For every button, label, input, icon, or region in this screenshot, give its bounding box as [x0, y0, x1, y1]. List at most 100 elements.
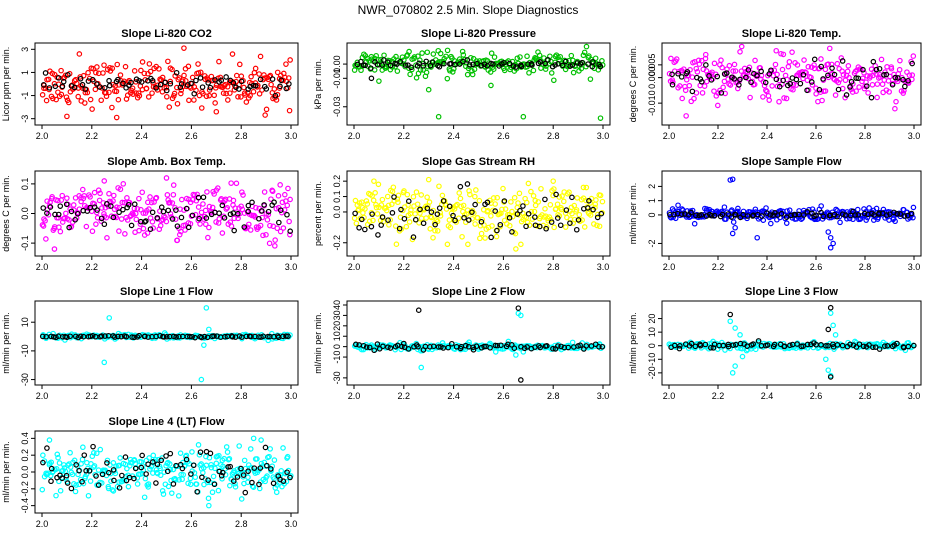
data-point: [474, 215, 481, 221]
data-point: [404, 191, 411, 198]
data-point: [265, 208, 272, 215]
data-point: [518, 63, 525, 70]
points-group: [666, 176, 917, 251]
y-tick-label: -20: [647, 366, 657, 379]
data-point: [162, 79, 169, 86]
points-group: [39, 305, 293, 383]
data-point: [449, 55, 455, 61]
data-point: [134, 206, 141, 212]
data-point: [168, 490, 175, 496]
data-point: [878, 56, 885, 63]
data-point: [45, 76, 52, 83]
data-point: [188, 80, 194, 87]
data-point: [363, 344, 370, 350]
data-point: [264, 473, 270, 479]
data-point: [63, 201, 70, 208]
data-point: [476, 197, 483, 204]
data-point: [406, 48, 412, 55]
y-axis-label: ml/min per min.: [1, 312, 11, 374]
data-point: [452, 217, 458, 224]
data-point: [554, 215, 561, 221]
data-point: [382, 65, 389, 71]
data-point: [170, 191, 177, 198]
data-point: [222, 333, 228, 340]
data-point: [668, 55, 674, 62]
data-point: [832, 332, 839, 338]
data-point: [826, 45, 833, 52]
data-point: [447, 224, 454, 231]
y-axis-label: Licor ppm per min.: [1, 47, 11, 122]
data-point: [119, 472, 125, 479]
data-point: [125, 201, 132, 208]
data-point: [876, 65, 883, 72]
data-point: [136, 195, 142, 202]
data-point: [223, 444, 230, 450]
data-point: [847, 84, 853, 90]
data-point: [579, 217, 586, 223]
data-point: [773, 47, 780, 54]
data-point: [116, 228, 122, 234]
data-point: [226, 482, 233, 489]
data-point: [178, 90, 184, 97]
data-point: [428, 214, 435, 221]
data-point: [83, 467, 89, 474]
data-point: [440, 198, 447, 204]
data-point: [172, 477, 179, 483]
data-point: [250, 88, 257, 95]
data-point: [860, 66, 866, 73]
data-point: [236, 86, 242, 92]
data-point: [783, 214, 790, 220]
data-point: [280, 445, 286, 451]
data-point: [849, 89, 856, 95]
y-tick-label: 10: [332, 331, 342, 341]
y-tick-label: -0.2: [332, 235, 342, 251]
data-point: [153, 194, 160, 201]
data-point: [425, 86, 432, 93]
data-point: [132, 465, 139, 472]
data-point: [557, 222, 564, 229]
data-point: [478, 230, 485, 237]
data-point: [811, 56, 818, 63]
data-point: [725, 211, 732, 217]
data-point: [513, 64, 519, 70]
data-point: [818, 203, 824, 209]
panel-7: Slope Line 1 Flow 2.0 2.2 2.4 2.6 2.8 3.0 -30 -1…: [1, 286, 299, 401]
data-point: [737, 340, 744, 347]
data-point: [905, 343, 912, 350]
data-point: [99, 471, 106, 478]
data-point: [374, 211, 381, 217]
data-point: [143, 471, 149, 477]
data-point: [257, 222, 264, 229]
data-point: [229, 51, 236, 57]
data-point: [460, 52, 467, 58]
data-point: [708, 77, 715, 83]
data-point: [87, 96, 94, 103]
data-point: [283, 85, 290, 92]
data-point: [778, 50, 784, 57]
data-point: [542, 196, 548, 203]
data-point: [131, 475, 137, 482]
data-point: [765, 93, 772, 99]
data-point: [370, 217, 376, 224]
data-point: [840, 71, 847, 78]
data-point: [105, 469, 112, 476]
data-point: [44, 198, 50, 204]
data-point: [537, 59, 543, 65]
data-point: [251, 465, 258, 471]
data-point: [397, 58, 404, 65]
data-point: [366, 344, 373, 351]
plot-frame: [661, 300, 922, 386]
data-point: [551, 186, 557, 192]
data-point: [124, 217, 131, 223]
data-point: [129, 334, 135, 340]
data-point: [573, 226, 580, 233]
data-point: [93, 473, 99, 479]
data-point: [245, 202, 252, 209]
data-point: [53, 96, 59, 103]
plot-title: Slope Line 1 Flow: [120, 286, 213, 298]
data-point: [136, 332, 142, 339]
data-point: [64, 195, 70, 201]
data-point: [163, 453, 169, 459]
data-point: [212, 465, 218, 472]
data-point: [536, 223, 543, 230]
